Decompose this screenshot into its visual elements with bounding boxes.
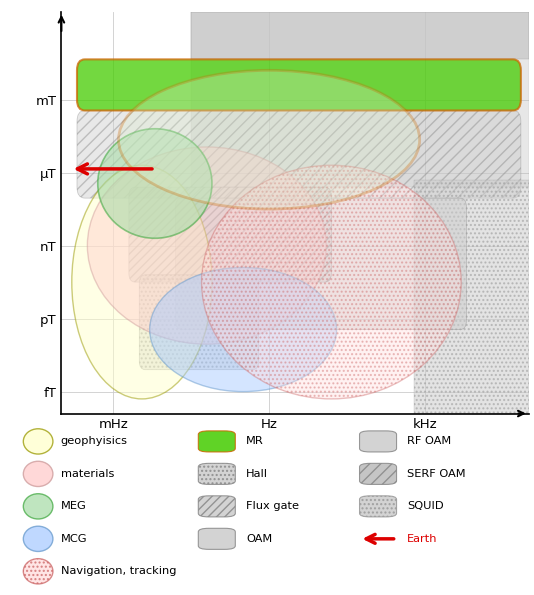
Ellipse shape <box>72 165 212 399</box>
Ellipse shape <box>98 129 212 238</box>
Ellipse shape <box>23 559 53 584</box>
FancyBboxPatch shape <box>77 60 521 111</box>
FancyBboxPatch shape <box>198 528 235 549</box>
Text: Hall: Hall <box>246 469 268 479</box>
Ellipse shape <box>23 429 53 454</box>
Text: Navigation, tracking: Navigation, tracking <box>61 566 176 577</box>
Ellipse shape <box>119 70 420 209</box>
Bar <box>191 12 529 187</box>
FancyBboxPatch shape <box>359 496 397 517</box>
Ellipse shape <box>202 165 461 399</box>
FancyBboxPatch shape <box>77 111 521 198</box>
Text: SERF OAM: SERF OAM <box>407 469 466 479</box>
FancyBboxPatch shape <box>198 431 235 452</box>
FancyBboxPatch shape <box>359 464 397 484</box>
FancyBboxPatch shape <box>198 464 235 484</box>
Text: geophyisics: geophyisics <box>61 436 128 446</box>
FancyBboxPatch shape <box>129 187 332 282</box>
Bar <box>191 12 529 60</box>
Text: materials: materials <box>61 469 114 479</box>
Text: OAM: OAM <box>246 534 272 544</box>
FancyBboxPatch shape <box>176 198 466 330</box>
FancyBboxPatch shape <box>359 431 397 452</box>
FancyBboxPatch shape <box>198 496 235 517</box>
Ellipse shape <box>88 147 326 344</box>
Text: Flux gate: Flux gate <box>246 502 299 511</box>
Text: MR: MR <box>246 436 264 446</box>
Text: SQUID: SQUID <box>407 502 444 511</box>
Text: RF OAM: RF OAM <box>407 436 451 446</box>
Ellipse shape <box>23 461 53 487</box>
Ellipse shape <box>23 494 53 519</box>
Text: MCG: MCG <box>61 534 88 544</box>
Bar <box>414 180 529 414</box>
Ellipse shape <box>23 526 53 552</box>
Text: MEG: MEG <box>61 502 87 511</box>
Ellipse shape <box>150 268 336 392</box>
Text: Earth: Earth <box>407 534 438 544</box>
FancyBboxPatch shape <box>139 275 258 369</box>
